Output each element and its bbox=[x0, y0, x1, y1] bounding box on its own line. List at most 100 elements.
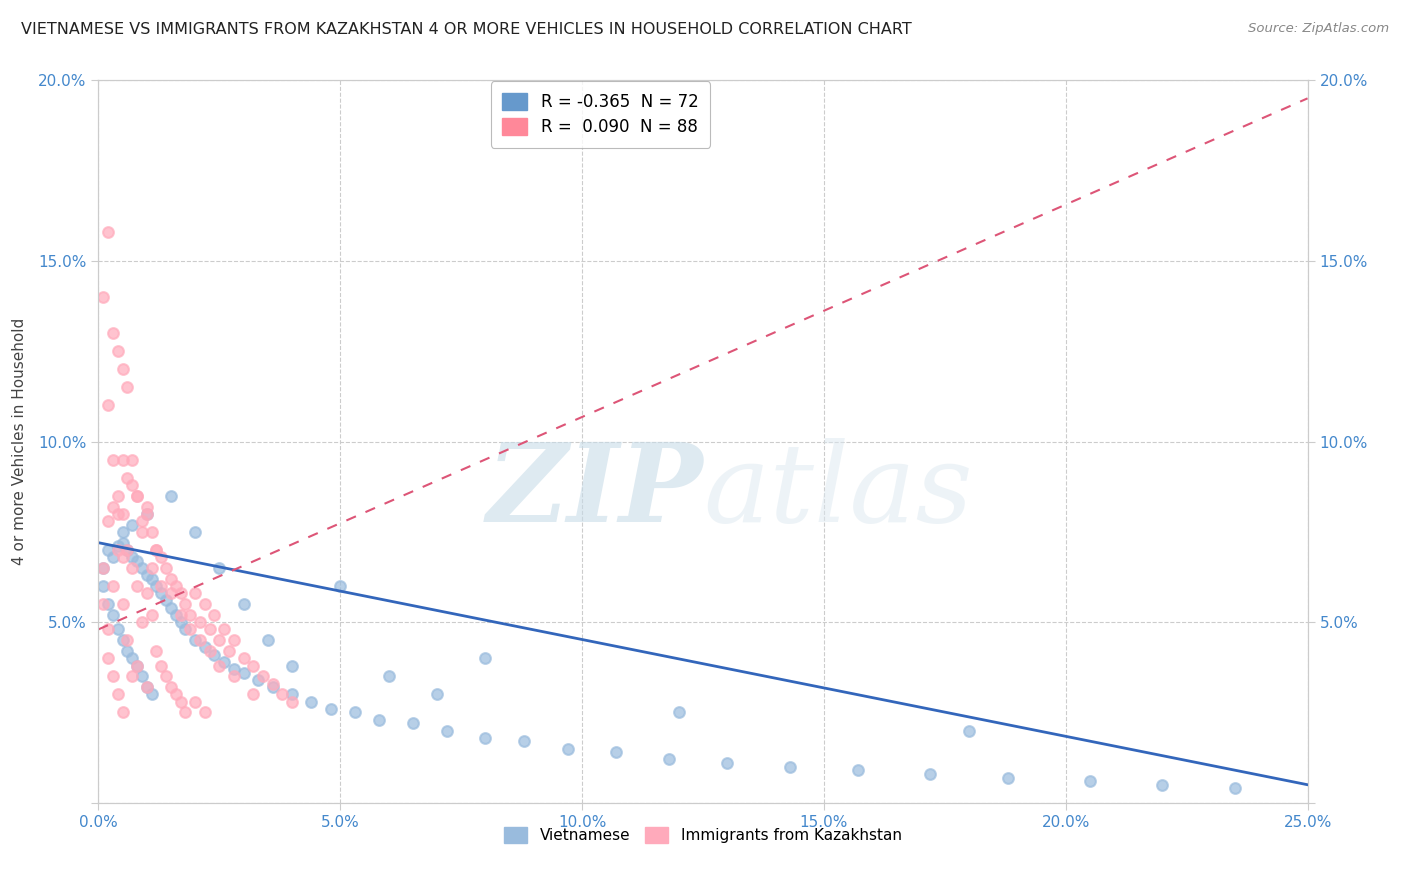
Point bbox=[247, 673, 270, 687]
Point bbox=[117, 471, 139, 485]
Point bbox=[111, 507, 134, 521]
Point bbox=[127, 489, 149, 503]
Legend: Vietnamese, Immigrants from Kazakhstan: Vietnamese, Immigrants from Kazakhstan bbox=[498, 822, 908, 849]
Point bbox=[658, 752, 681, 766]
Point bbox=[169, 695, 191, 709]
Point bbox=[131, 514, 153, 528]
Point bbox=[121, 651, 143, 665]
Point bbox=[242, 658, 264, 673]
Text: VIETNAMESE VS IMMIGRANTS FROM KAZAKHSTAN 4 OR MORE VEHICLES IN HOUSEHOLD CORRELA: VIETNAMESE VS IMMIGRANTS FROM KAZAKHSTAN… bbox=[21, 22, 912, 37]
Point bbox=[204, 648, 226, 662]
Point bbox=[91, 597, 114, 611]
Point bbox=[212, 655, 235, 669]
Point bbox=[107, 344, 129, 359]
Point bbox=[97, 398, 120, 412]
Point bbox=[160, 572, 183, 586]
Point bbox=[474, 731, 496, 745]
Point bbox=[127, 658, 149, 673]
Point bbox=[160, 680, 183, 694]
Point bbox=[281, 687, 304, 701]
Point bbox=[368, 713, 391, 727]
Point bbox=[165, 687, 187, 701]
Point bbox=[135, 680, 157, 694]
Point bbox=[222, 669, 245, 683]
Point bbox=[668, 706, 690, 720]
Point bbox=[117, 644, 139, 658]
Point bbox=[426, 687, 449, 701]
Point bbox=[188, 633, 211, 648]
Point bbox=[131, 524, 153, 539]
Point bbox=[91, 561, 114, 575]
Point bbox=[107, 542, 129, 557]
Point bbox=[474, 651, 496, 665]
Point bbox=[121, 478, 143, 492]
Point bbox=[997, 771, 1019, 785]
Point bbox=[145, 644, 167, 658]
Text: ZIP: ZIP bbox=[486, 438, 703, 546]
Point bbox=[111, 706, 134, 720]
Point bbox=[131, 669, 153, 683]
Point bbox=[169, 586, 191, 600]
Point bbox=[150, 550, 173, 565]
Point bbox=[188, 615, 211, 630]
Point bbox=[169, 615, 191, 630]
Point bbox=[208, 633, 231, 648]
Point bbox=[184, 524, 207, 539]
Point bbox=[198, 623, 221, 637]
Point bbox=[319, 702, 342, 716]
Point bbox=[281, 695, 304, 709]
Point bbox=[343, 706, 366, 720]
Point bbox=[111, 550, 134, 565]
Point bbox=[135, 507, 157, 521]
Point bbox=[184, 586, 207, 600]
Point bbox=[141, 572, 163, 586]
Point bbox=[299, 695, 322, 709]
Point bbox=[846, 764, 869, 778]
Point bbox=[179, 607, 201, 622]
Point bbox=[513, 734, 536, 748]
Point bbox=[111, 452, 134, 467]
Point bbox=[97, 597, 120, 611]
Point bbox=[111, 524, 134, 539]
Point bbox=[204, 607, 226, 622]
Point bbox=[184, 695, 207, 709]
Point bbox=[150, 658, 173, 673]
Point bbox=[97, 651, 120, 665]
Point bbox=[97, 542, 120, 557]
Point bbox=[155, 561, 177, 575]
Point bbox=[91, 290, 114, 304]
Point bbox=[107, 507, 129, 521]
Point bbox=[160, 600, 183, 615]
Point bbox=[101, 326, 124, 340]
Point bbox=[179, 623, 201, 637]
Point bbox=[107, 623, 129, 637]
Point bbox=[262, 676, 284, 690]
Point bbox=[127, 489, 149, 503]
Point bbox=[165, 607, 187, 622]
Point bbox=[212, 623, 235, 637]
Point bbox=[232, 651, 254, 665]
Point bbox=[91, 561, 114, 575]
Point bbox=[117, 542, 139, 557]
Point bbox=[145, 542, 167, 557]
Point bbox=[222, 662, 245, 676]
Point bbox=[194, 597, 217, 611]
Point bbox=[165, 579, 187, 593]
Point bbox=[121, 452, 143, 467]
Point bbox=[101, 607, 124, 622]
Point bbox=[117, 542, 139, 557]
Point bbox=[377, 669, 399, 683]
Point bbox=[957, 723, 980, 738]
Point bbox=[194, 640, 217, 655]
Point bbox=[155, 669, 177, 683]
Point bbox=[155, 593, 177, 607]
Point bbox=[1152, 778, 1174, 792]
Point bbox=[107, 687, 129, 701]
Point bbox=[117, 633, 139, 648]
Point bbox=[111, 535, 134, 549]
Point bbox=[256, 633, 278, 648]
Point bbox=[101, 550, 124, 565]
Point bbox=[194, 706, 217, 720]
Point bbox=[242, 687, 264, 701]
Point bbox=[605, 745, 627, 759]
